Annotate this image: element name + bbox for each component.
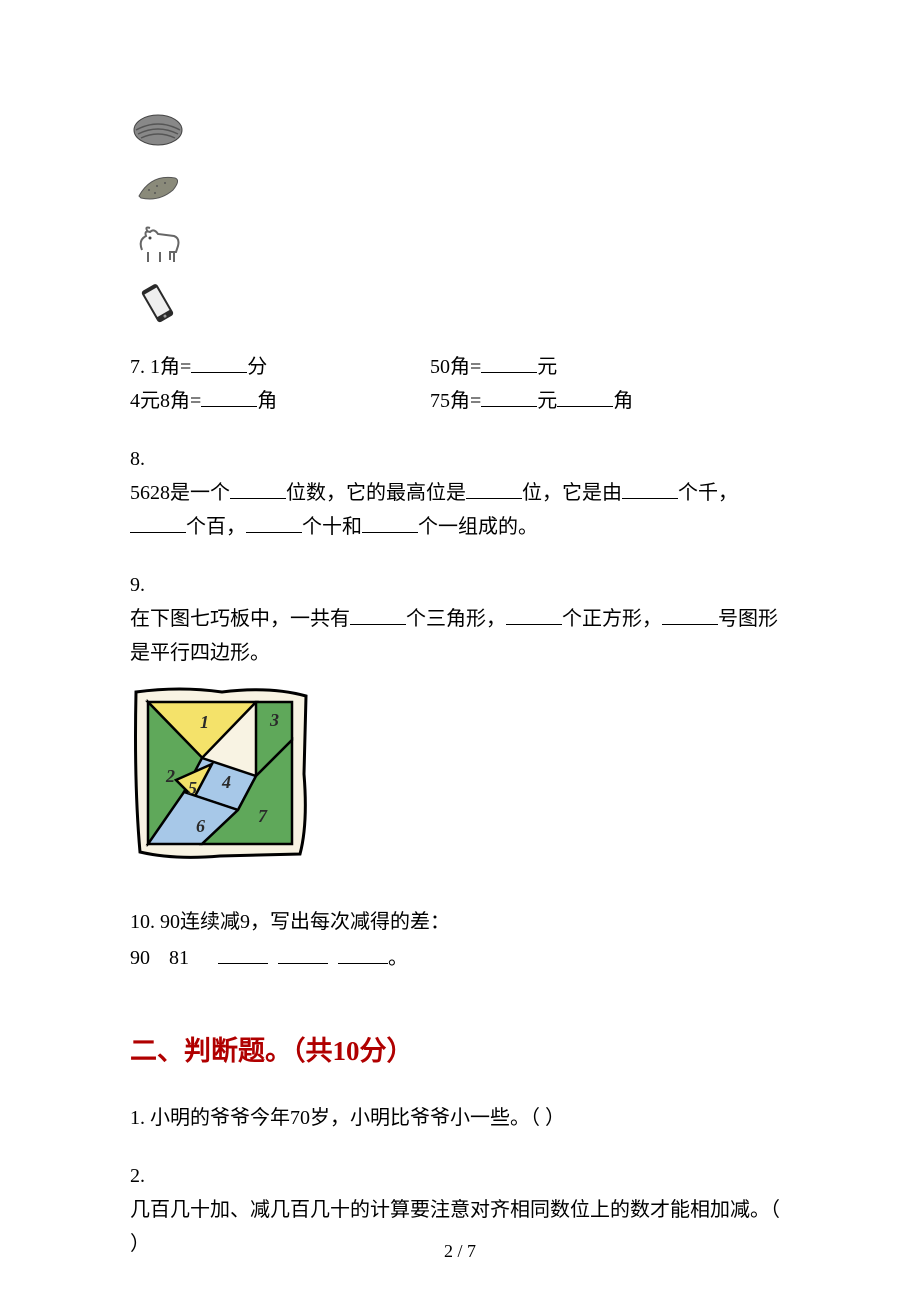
blank: [130, 515, 186, 533]
text: 个千，: [678, 482, 738, 504]
text: 75角=: [430, 390, 481, 412]
text: 4元8角=: [130, 390, 201, 412]
question-8: 8. 5628是一个 位数，它的最高位是 位，它是由 个千， 个百， 个十和 个一组成的。: [130, 442, 790, 544]
text: 位数，它的最高位是: [286, 482, 466, 504]
section-2-title: 二、判断题。（共10分）: [130, 1029, 790, 1075]
document-page: 7. 1角=分 50角=元 4元8角=角 75角=元角 8. 5628是一个位数…: [130, 102, 790, 1261]
tangram-label: 6: [196, 816, 205, 836]
blank: [218, 946, 268, 964]
tangram-label: 7: [258, 806, 268, 826]
blank: [557, 389, 613, 407]
icon-list: [130, 102, 790, 332]
blank: [466, 481, 522, 499]
text: 个三角形，: [406, 608, 506, 630]
text: 在下图七巧板中，一共有: [130, 608, 350, 630]
text: 个百，: [186, 516, 246, 538]
value: 90: [130, 941, 164, 975]
text: 小明的爷爷今年70岁，小明比爷爷小一些。（ ）: [150, 1107, 565, 1129]
blank: [506, 607, 562, 625]
text: 元: [537, 390, 557, 412]
tangram-label: 1: [200, 712, 209, 732]
text: 个一组成的。: [418, 516, 538, 538]
blank: [191, 355, 247, 373]
question-10: 10. 90连续减9，写出每次减得的差： 90 81 。: [130, 905, 790, 975]
goat-icon: [130, 218, 186, 274]
q8-number: 8.: [130, 442, 790, 476]
blank: [662, 607, 718, 625]
tangram-figure: 1 2 3 4 5 6 7: [130, 684, 790, 875]
blank: [278, 946, 328, 964]
blank: [230, 481, 286, 499]
text: 分: [247, 356, 267, 378]
blank: [362, 515, 418, 533]
tangram-label: 5: [188, 778, 197, 798]
text: 元: [537, 356, 557, 378]
question-9: 9. 在下图七巧板中，一共有个三角形，个正方形，号图形是平行四边形。 1 2: [130, 568, 790, 875]
phone-icon: [130, 276, 186, 332]
watermelon-icon: [130, 102, 186, 158]
tangram-label: 2: [165, 766, 175, 786]
tangram-label: 3: [269, 710, 279, 730]
text: 个十和: [302, 516, 362, 538]
blank: [622, 481, 678, 499]
q-number: 1.: [130, 1107, 150, 1129]
cucumber-icon: [130, 160, 186, 216]
question-7: 7. 1角=分 50角=元 4元8角=角 75角=元角: [130, 350, 790, 418]
text: 5628是一个: [130, 482, 230, 504]
q7-number: 7.: [130, 356, 150, 378]
q10-number: 10.: [130, 911, 160, 933]
blank: [201, 389, 257, 407]
q-number: 2.: [130, 1159, 790, 1193]
value: 81: [169, 941, 203, 975]
section2-question-1: 1. 小明的爷爷今年70岁，小明比爷爷小一些。（ ）: [130, 1101, 790, 1135]
text: 位，它是由: [522, 482, 622, 504]
blank: [338, 946, 388, 964]
blank: [481, 355, 537, 373]
text: 角: [613, 390, 633, 412]
text: 。: [388, 947, 408, 969]
text: 90连续减9，写出每次减得的差：: [160, 911, 450, 933]
text: 个正方形，: [562, 608, 662, 630]
q9-number: 9.: [130, 568, 790, 602]
text: 50角=: [430, 356, 481, 378]
tangram-label: 4: [221, 772, 231, 792]
page-number: 2 / 7: [0, 1241, 920, 1262]
blank: [246, 515, 302, 533]
blank: [481, 389, 537, 407]
text: 角: [257, 390, 277, 412]
blank: [350, 607, 406, 625]
text: 1角=: [150, 356, 191, 378]
